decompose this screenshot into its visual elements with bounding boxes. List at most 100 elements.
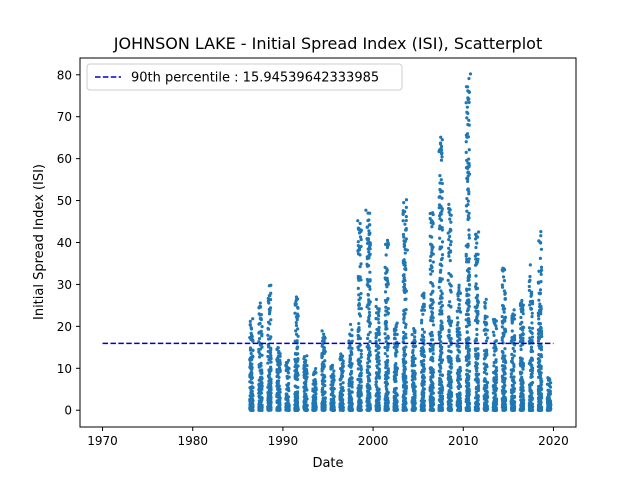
- data-point: [294, 332, 299, 336]
- data-point: [350, 407, 354, 411]
- data-point: [419, 359, 423, 364]
- data-point: [449, 361, 453, 365]
- data-point: [394, 370, 398, 374]
- data-point: [519, 301, 523, 306]
- data-point: [366, 400, 371, 404]
- data-point: [447, 400, 452, 404]
- data-point: [500, 314, 504, 319]
- data-point: [395, 393, 399, 397]
- data-point: [293, 384, 298, 388]
- data-point: [521, 325, 525, 329]
- data-point: [438, 358, 442, 362]
- data-point: [439, 300, 443, 304]
- data-point: [403, 239, 407, 244]
- data-point: [503, 347, 507, 351]
- data-point: [437, 382, 442, 387]
- data-point: [295, 312, 300, 316]
- data-point: [502, 404, 507, 408]
- data-point: [374, 331, 378, 336]
- data-point: [440, 303, 445, 308]
- data-point: [339, 404, 343, 408]
- data-point: [320, 408, 325, 412]
- data-point: [329, 364, 333, 368]
- data-point: [447, 389, 451, 393]
- data-point: [537, 298, 541, 302]
- data-point: [258, 390, 262, 394]
- data-point: [339, 390, 343, 394]
- data-point: [385, 276, 389, 280]
- data-point: [455, 316, 460, 320]
- data-point: [476, 353, 480, 358]
- data-point: [384, 325, 388, 329]
- data-point: [257, 312, 261, 316]
- data-point: [474, 285, 478, 289]
- data-point: [467, 304, 471, 308]
- data-point: [267, 307, 271, 312]
- data-point: [348, 407, 352, 411]
- data-point: [248, 399, 252, 403]
- data-point: [356, 240, 360, 244]
- data-point: [431, 319, 435, 323]
- data-point: [349, 402, 353, 406]
- data-point: [509, 399, 513, 403]
- data-point: [356, 367, 360, 371]
- data-point: [365, 370, 369, 374]
- data-point: [276, 371, 280, 375]
- data-point: [296, 327, 300, 331]
- data-point: [411, 358, 415, 363]
- data-point: [466, 202, 470, 207]
- data-point: [368, 287, 372, 291]
- data-point: [404, 218, 408, 223]
- data-point: [502, 332, 506, 337]
- data-point: [468, 72, 473, 76]
- data-point: [500, 285, 505, 289]
- data-point: [537, 408, 541, 412]
- data-point: [296, 305, 300, 309]
- data-point: [440, 240, 445, 244]
- data-point: [278, 368, 282, 372]
- data-point: [404, 215, 408, 219]
- data-point: [528, 398, 532, 402]
- data-point: [456, 368, 460, 373]
- data-point: [429, 406, 433, 410]
- data-point: [413, 374, 417, 378]
- data-point: [420, 390, 424, 395]
- data-point: [392, 405, 396, 409]
- data-point: [457, 349, 461, 353]
- data-point: [267, 379, 271, 383]
- data-point: [475, 241, 479, 245]
- data-point: [249, 370, 253, 374]
- data-point: [275, 381, 280, 385]
- data-point: [429, 392, 433, 396]
- data-point: [385, 245, 390, 250]
- data-point: [438, 349, 443, 353]
- data-point: [466, 384, 470, 388]
- data-point: [402, 393, 406, 397]
- data-point: [449, 220, 453, 224]
- data-point: [377, 397, 381, 401]
- data-point: [484, 363, 489, 367]
- data-point: [312, 394, 316, 398]
- data-point: [547, 389, 552, 393]
- data-point: [303, 388, 307, 392]
- data-point: [250, 389, 254, 393]
- data-point: [538, 305, 542, 309]
- data-point: [383, 313, 387, 317]
- y-tick-label: 60: [57, 152, 72, 166]
- data-point: [467, 369, 472, 373]
- data-point: [421, 353, 425, 357]
- data-point: [422, 382, 426, 387]
- data-point: [250, 392, 255, 397]
- data-point: [422, 338, 426, 343]
- data-point: [475, 306, 479, 310]
- data-point: [475, 314, 479, 318]
- data-point: [465, 257, 469, 261]
- data-point: [465, 288, 469, 292]
- data-point: [323, 402, 327, 407]
- data-point: [500, 325, 504, 329]
- data-point: [474, 234, 479, 238]
- data-point: [447, 359, 451, 363]
- data-point: [467, 299, 471, 303]
- data-point: [483, 366, 487, 371]
- data-point: [257, 347, 261, 352]
